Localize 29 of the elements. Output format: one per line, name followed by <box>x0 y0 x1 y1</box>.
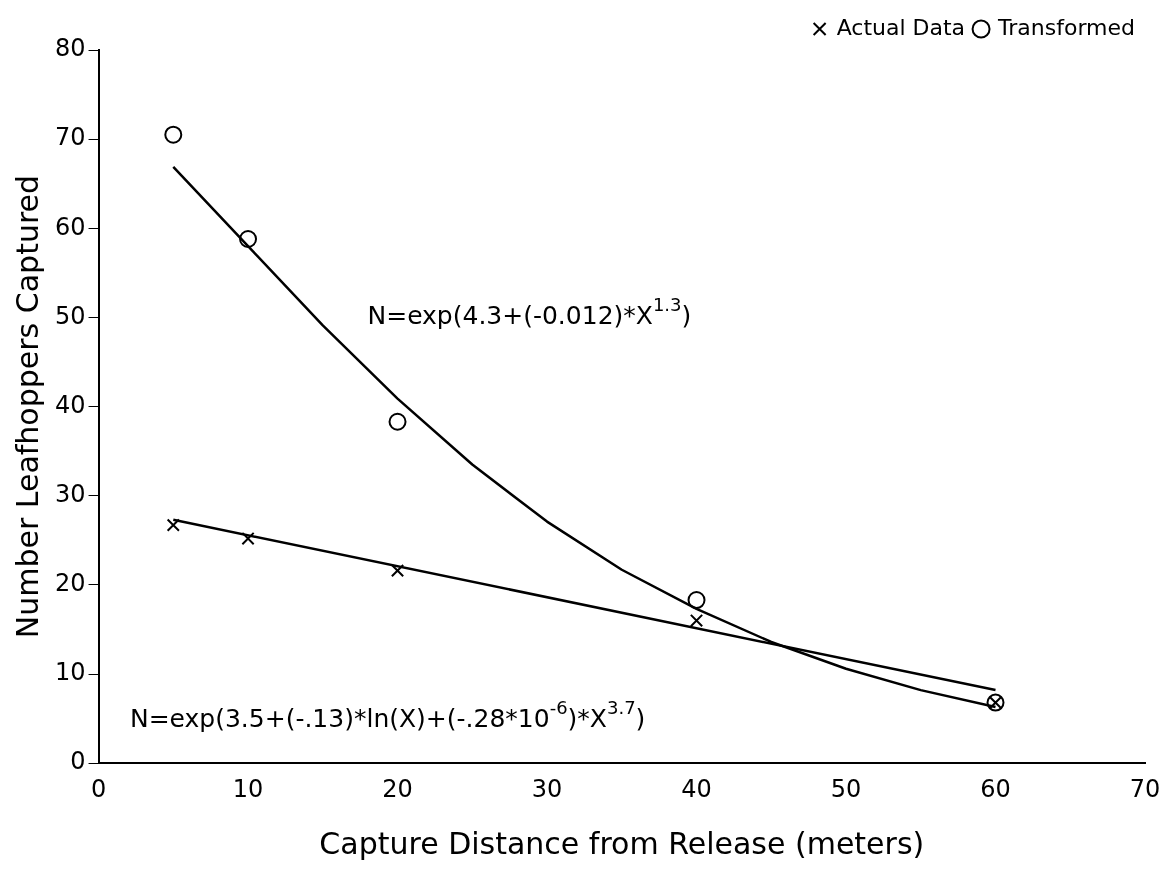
point <box>689 613 704 628</box>
x-tick-label: 20 <box>382 774 413 803</box>
legend-label: Transformed <box>997 14 1136 40</box>
y-axis-title: Number Leafhoppers Captured <box>9 174 45 639</box>
point <box>390 563 405 578</box>
y-tick-label: 50 <box>54 301 86 330</box>
point <box>239 230 258 248</box>
point <box>166 518 180 532</box>
x-tick-label: 60 <box>980 774 1011 803</box>
x-tick-label: 30 <box>531 774 563 803</box>
x-tick-label: 0 <box>90 774 107 803</box>
y-tick-label: 20 <box>54 569 86 598</box>
y-tick-label: 30 <box>54 479 86 508</box>
x-tick-label: 50 <box>830 774 862 803</box>
y-tick-label: 0 <box>70 747 86 776</box>
x-tick-label: 10 <box>232 774 264 803</box>
point <box>687 591 706 610</box>
y-tick-label: 70 <box>54 123 86 152</box>
y-tick-label: 10 <box>54 658 86 687</box>
legend-label: Actual Data <box>836 14 966 40</box>
y-tick-label: 60 <box>54 212 86 241</box>
point <box>164 125 183 144</box>
point <box>241 531 255 546</box>
point <box>388 412 407 431</box>
x-axis-title: Capture Distance from Release (meters) <box>319 825 925 861</box>
y-tick-label: 40 <box>54 390 86 419</box>
x-tick-label: 70 <box>1129 774 1161 803</box>
y-tick-label: 80 <box>54 34 86 63</box>
x-tick-label: 40 <box>681 774 712 803</box>
